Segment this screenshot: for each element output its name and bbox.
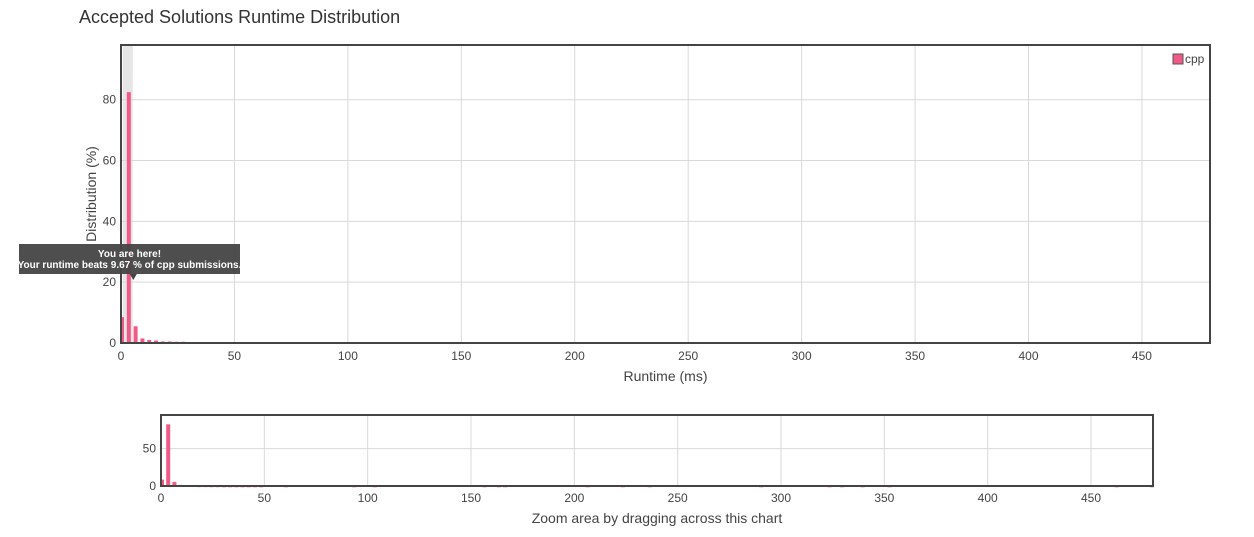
x-tick-label: 200	[565, 349, 585, 363]
plot-frame	[120, 44, 1211, 344]
x-tick-label: 450	[1132, 349, 1152, 363]
zoom-y-tick-label: 50	[143, 442, 157, 456]
x-axis-title: Runtime (ms)	[623, 368, 707, 384]
zoom-x-tick-label: 250	[668, 491, 688, 505]
tooltip-pointer	[129, 274, 137, 280]
x-tick-label: 400	[1018, 349, 1038, 363]
zoom-x-tick-label: 50	[258, 491, 272, 505]
y-tick-label: 40	[103, 214, 117, 228]
zoom-x-tick-label: 200	[564, 491, 584, 505]
zoom-x-tick-label: 0	[158, 491, 165, 505]
x-tick-label: 0	[118, 349, 125, 363]
zoom-chart: 0 50 100 150 200 250 300 350 400 450 0 50 Zoom area …	[143, 414, 1154, 526]
zoom-x-tick-label: 300	[771, 491, 791, 505]
y-tick-label: 20	[103, 275, 117, 289]
legend-swatch	[1172, 53, 1184, 65]
zoom-y-tick-label: 0	[149, 479, 156, 493]
y-tick-label: 0	[109, 336, 116, 350]
runtime-tooltip: You are here!Your runtime beats 9.67 % o…	[18, 244, 242, 280]
bar	[154, 340, 159, 343]
bar	[133, 326, 138, 343]
chart-title: Accepted Solutions Runtime Distribution	[79, 7, 401, 27]
bar	[140, 338, 145, 343]
x-tick-label: 300	[792, 349, 812, 363]
x-tick-label: 150	[451, 349, 471, 363]
x-tick-label: 100	[338, 349, 358, 363]
x-tick-label: 350	[905, 349, 925, 363]
zoom-frame	[160, 414, 1154, 487]
bar	[147, 339, 152, 343]
zoom-x-tick-label: 150	[461, 491, 481, 505]
zoom-x-tick-label: 350	[874, 491, 894, 505]
legend-label: cpp	[1185, 52, 1205, 66]
zoom-x-tick-label: 400	[978, 491, 998, 505]
tooltip-box	[19, 244, 240, 274]
zoom-hint-label: Zoom area by dragging across this chart	[532, 510, 783, 526]
tooltip-line-2: Your runtime beats 9.67 % of cpp submiss…	[18, 260, 242, 271]
y-tick-label: 60	[103, 154, 117, 168]
main-chart: 0 50 100 150 200 250 300 350 400 450 0 20 40 60 80 Runt…	[83, 44, 1211, 384]
x-tick-label: 250	[678, 349, 698, 363]
zoom-bar	[172, 481, 177, 486]
zoom-x-tick-label: 450	[1081, 491, 1101, 505]
y-tick-label: 80	[103, 93, 117, 107]
x-tick-label: 50	[228, 349, 242, 363]
zoom-bar	[166, 424, 171, 486]
zoom-x-tick-label: 100	[358, 491, 378, 505]
y-axis-title: Distribution (%)	[83, 146, 99, 242]
tooltip-line-1: You are here!	[98, 249, 161, 260]
bar	[126, 92, 131, 343]
